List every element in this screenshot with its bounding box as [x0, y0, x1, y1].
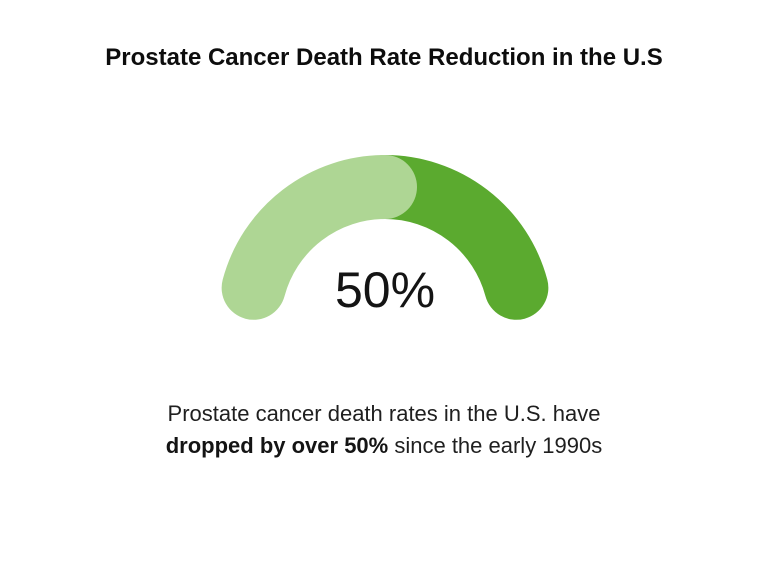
gauge-left-arc	[221, 155, 417, 320]
gauge-center-value: 50%	[334, 262, 436, 318]
caption: Prostate cancer death rates in the U.S. …	[0, 398, 768, 462]
caption-line1: Prostate cancer death rates in the U.S. …	[167, 401, 601, 426]
caption-line2-bold: dropped by over 50%	[165, 433, 389, 458]
caption-line2-rest: since the early 1990s	[388, 433, 603, 458]
page-title: Prostate Cancer Death Rate Reduction in …	[105, 44, 663, 71]
